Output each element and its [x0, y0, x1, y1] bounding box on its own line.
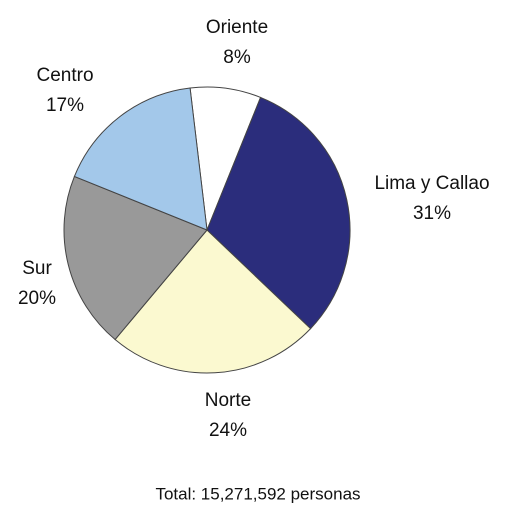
slice-value-label: 24%	[209, 420, 247, 441]
slice-value-label: 31%	[413, 203, 451, 224]
slice-value-label: 8%	[223, 47, 251, 68]
pie-slice	[73, 87, 208, 231]
slice-value-label: 17%	[46, 95, 84, 116]
slice-label: Sur	[22, 258, 52, 279]
slice-value-label: 20%	[18, 288, 56, 309]
slice-label: Oriente	[206, 17, 268, 38]
chart-note: Total: 15,271,592 personas	[155, 484, 360, 503]
pie-slice	[114, 229, 312, 374]
slice-label: Norte	[205, 390, 251, 411]
slice-label: Centro	[36, 65, 93, 86]
pie-slice	[206, 96, 351, 330]
pie-slice	[63, 175, 208, 341]
slice-label: Lima y Callao	[374, 173, 489, 194]
